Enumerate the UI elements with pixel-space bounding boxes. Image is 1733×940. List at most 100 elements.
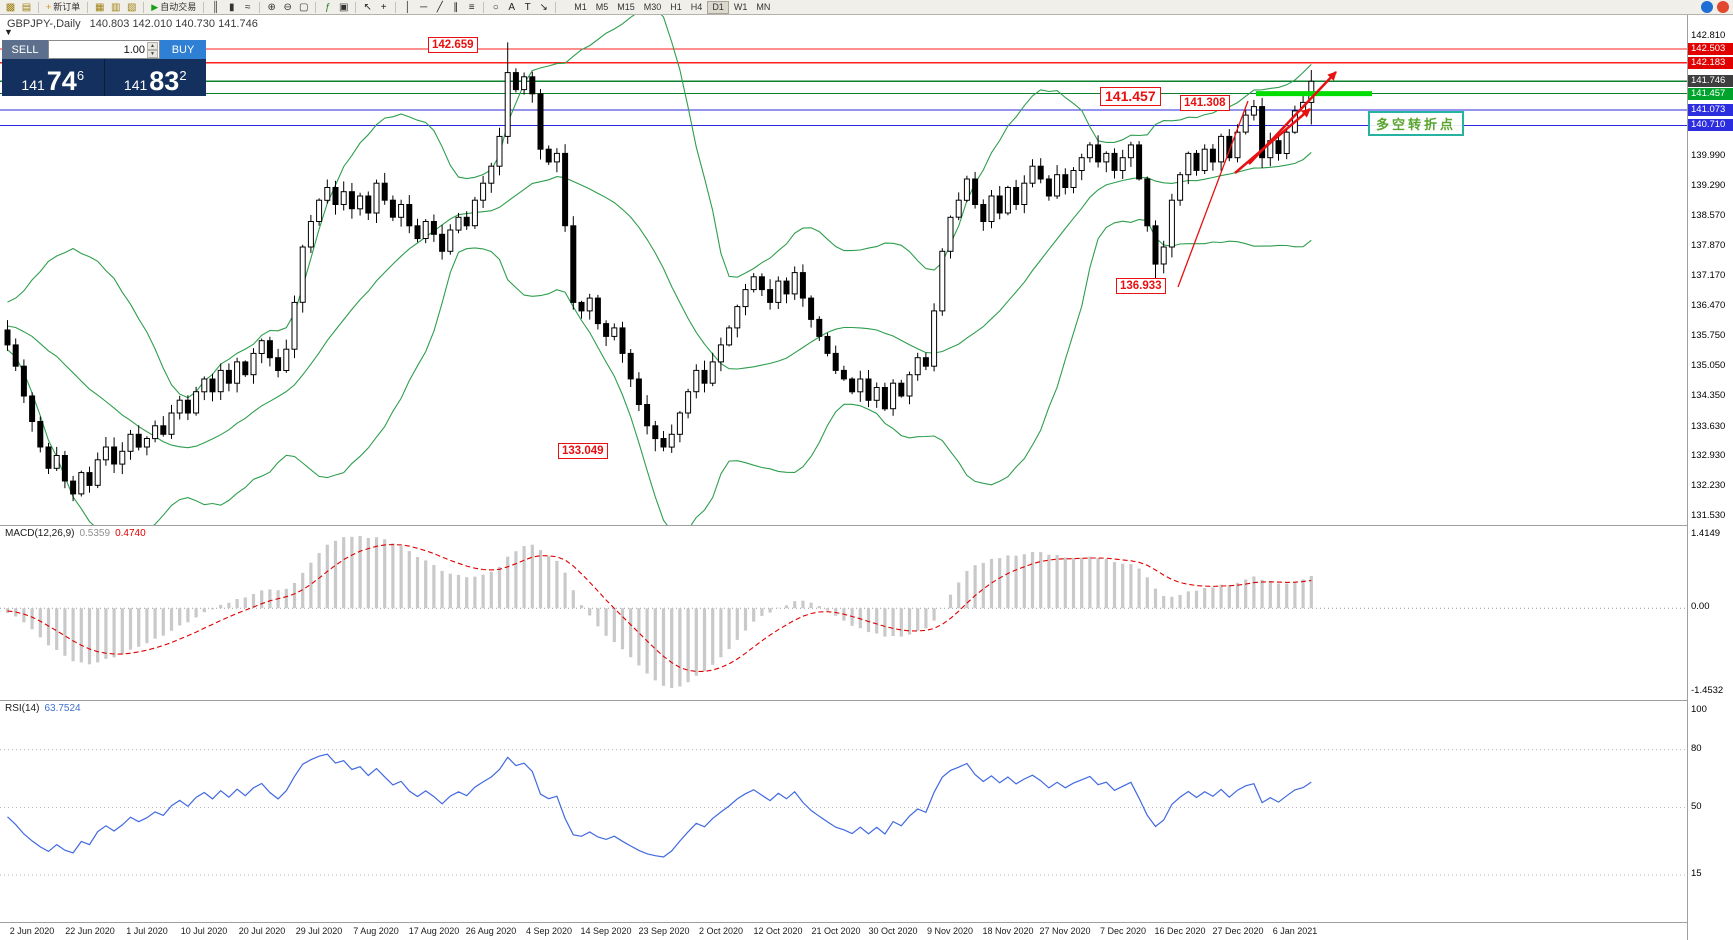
new-order-button[interactable]: + 新订单 [43,1,83,14]
volume-field[interactable]: 1.00 ▲ ▼ [48,40,160,59]
rsi-indicator-panel[interactable]: RSI(14) 63.7524 [0,700,1687,922]
candlestick-chart[interactable] [0,15,1687,525]
chart-windows-button[interactable]: ▤ [19,1,34,14]
date-label: 22 Jun 2020 [65,926,115,936]
ask-price[interactable]: 141 83 2 [105,59,207,96]
date-label: 7 Dec 2020 [1099,926,1147,936]
date-label: 21 Oct 2020 [811,926,861,936]
stepper-up-icon[interactable]: ▲ [147,41,158,50]
bar-chart-icon: ║ [212,1,220,13]
equidistant-channel-icon: ∥ [453,1,459,13]
timeframe-d1-button[interactable]: D1 [707,0,729,14]
one-click-collapse-icon[interactable]: ▼ [4,27,13,37]
timeframe-w1-button[interactable]: W1 [733,1,748,12]
shapes-button[interactable]: ○ [488,1,503,14]
timeframe-h4-button[interactable]: H4 [690,1,703,12]
candles [4,42,1315,502]
note-label-object[interactable]: 多空转折点 [1368,111,1465,136]
new-chart-button[interactable]: ▩ [3,1,18,14]
text-label-button[interactable]: T [520,1,535,14]
timeframe-m5-button[interactable]: M5 [595,1,609,12]
line-chart-button[interactable]: ≈ [240,1,255,14]
price-label-object[interactable]: 141.457 [1100,87,1161,106]
shapes-icon: ○ [492,1,499,13]
navigator-button[interactable]: ▥ [108,1,123,14]
cursor-icon: ↖ [363,1,372,13]
zoom-out-button[interactable]: ⊖ [280,1,295,14]
axis-tick: 80 [1691,743,1702,754]
bid-price[interactable]: 141 74 6 [2,59,104,96]
price-label-object[interactable]: 142.659 [428,37,478,53]
buy-button[interactable]: BUY [160,40,206,59]
crosshair-button[interactable]: + [376,1,391,14]
axis-tick: -1.4532 [1691,685,1724,696]
timeframe-h1-button[interactable]: H1 [670,1,682,12]
price-label-object[interactable]: 136.933 [1116,278,1166,294]
price-axis[interactable]: 142.810 142.503 142.183 141.746 141.457 141.0… [1687,15,1733,940]
bid-head: 141 [21,77,45,93]
axis-tick: 137.170 [1691,270,1726,281]
volume-stepper[interactable]: ▲ ▼ [147,41,158,58]
trend-arrow-object[interactable] [1234,108,1311,174]
bollinger-lower-band [7,218,1312,525]
tile-windows-button[interactable]: ▢ [296,1,311,14]
sell-button[interactable]: SELL [2,40,48,59]
chart-annotations: 142.659 141.457 141.308 136.933 133.049 多空转折点 [0,15,1687,525]
axis-tick: 137.870 [1691,240,1726,251]
date-label: 4 Sep 2020 [525,926,573,936]
cursor-button[interactable]: ↖ [360,1,375,14]
date-label: 26 Aug 2020 [465,926,517,936]
price-chart-panel[interactable]: 142.659 141.457 141.308 136.933 133.049 多空转折点 [0,15,1687,525]
tile-windows-icon: ▢ [298,1,309,13]
trendline-object[interactable] [1177,100,1249,288]
one-click-trading-panel: SELL 1.00 ▲ ▼ BUY 141 74 6 141 83 2 [2,40,206,96]
date-label: 27 Nov 2020 [1039,926,1091,936]
live-update-icon[interactable] [1717,1,1729,13]
timeframe-m30-button[interactable]: M30 [643,1,662,12]
macd-signal-value: 0.4740 [115,528,146,539]
rsi-value: 63.7524 [44,703,81,714]
timeframe-m1-button[interactable]: M1 [574,1,587,12]
zoom-in-button[interactable]: ⊕ [264,1,279,14]
ohlc-values: 140.803 142.010 140.730 141.746 [89,18,258,30]
arrows-button[interactable]: ↘ [536,1,551,14]
autotrading-button[interactable]: ▶ 自动交易 [148,1,199,14]
timeframe-mn-button[interactable]: MN [756,1,771,12]
toolbar-separator [87,1,89,13]
bar-chart-button[interactable]: ║ [208,1,223,14]
macd-histogram [5,536,1313,688]
market-watch-button[interactable]: ▦ [92,1,107,14]
timeframe-m15-button[interactable]: M15 [617,1,635,12]
axis-tick: 131.530 [1691,510,1726,521]
indicators-button[interactable]: ƒ [320,1,335,14]
price-label-object[interactable]: 133.049 [558,443,608,459]
zoom-in-icon: ⊕ [267,1,276,13]
templates-button[interactable]: ▣ [336,1,351,14]
macd-indicator-panel[interactable]: MACD(12,26,9) 0.5359 0.4740 [0,525,1687,700]
chart-title: GBPJPY-,Daily 140.803 142.010 140.730 14… [7,18,264,30]
quote-display: 141 74 6 141 83 2 [2,59,206,96]
trendline-button[interactable]: ╱ [432,1,447,14]
stepper-down-icon[interactable]: ▼ [147,49,158,58]
axis-tick: 0.00 [1691,601,1710,612]
date-label: 29 Jul 2020 [295,926,343,936]
navigator-icon: ▥ [111,1,121,13]
text-button[interactable]: A [504,1,519,14]
price-label-object[interactable]: 141.308 [1180,95,1230,111]
rsi-chart[interactable] [0,701,1687,922]
equidistant-channel-button[interactable]: ∥ [448,1,463,14]
candlestick-chart-button[interactable]: ▮ [224,1,239,14]
quote-divider [103,59,105,96]
trend-arrow-object[interactable] [1248,71,1337,165]
new-chart-icon: ▩ [5,1,16,13]
date-label: 30 Oct 2020 [868,926,918,936]
vertical-line-button[interactable]: │ [400,1,415,14]
time-axis[interactable]: 2 Jun 2020 22 Jun 2020 1 Jul 2020 10 Jul 20… [0,922,1687,940]
autotrading-button-label: 自动交易 [160,1,197,12]
community-icon[interactable] [1701,1,1713,13]
terminal-button[interactable]: ▧ [124,1,139,14]
fibonacci-button[interactable]: ≡ [464,1,479,14]
horizontal-line-button[interactable]: ─ [416,1,431,14]
axis-tick: 140.710 [1688,119,1733,131]
macd-chart[interactable] [0,526,1687,700]
